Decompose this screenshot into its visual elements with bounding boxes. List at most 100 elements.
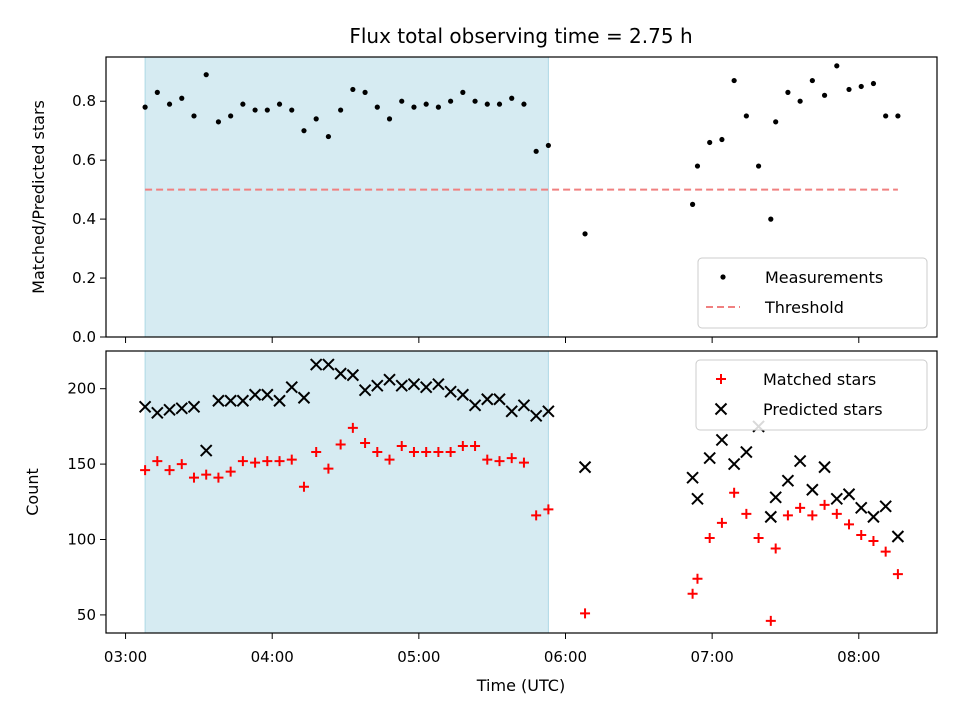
measurement-point	[707, 139, 713, 146]
matched-star-point	[152, 456, 163, 467]
predicted-star-point	[175, 402, 188, 415]
count-y-axis-label: Count	[23, 468, 42, 516]
matched-star-point	[543, 504, 554, 515]
predicted-star-point	[444, 385, 457, 398]
measurement-point	[731, 77, 737, 84]
measurement-point	[301, 128, 307, 134]
matched-star-point	[176, 459, 187, 470]
count-plot-area	[138, 358, 905, 626]
predicted-star-point	[383, 373, 396, 386]
y-tick-label: 0.6	[72, 151, 96, 169]
measurement-point	[179, 95, 185, 101]
measurement-point	[252, 107, 258, 113]
measurement-point	[509, 95, 515, 101]
measurement-point	[240, 101, 246, 107]
measurement-point	[203, 72, 209, 78]
predicted-star-point	[285, 380, 298, 394]
predicted-star-point	[727, 457, 741, 471]
measurement-point	[289, 107, 295, 113]
measurement-point	[276, 101, 283, 107]
predicted-star-point	[151, 406, 164, 420]
measurement-point	[484, 101, 490, 107]
measurement-point	[325, 133, 332, 140]
predicted-star-point	[187, 400, 201, 414]
predicted-star-point	[419, 380, 433, 394]
predicted-star-point	[468, 399, 482, 412]
measurement-point	[423, 101, 429, 107]
measurement-point	[533, 148, 539, 154]
measurement-point	[768, 216, 774, 222]
matched-star-point	[311, 447, 322, 458]
measurement-point	[870, 80, 877, 87]
ratio-observing-window	[144, 56, 549, 338]
matched-star-point	[164, 465, 175, 476]
matched-star-point	[741, 508, 752, 519]
ratio-y-axis: 0.0 0.2 0.4 0.6 0.8	[72, 92, 106, 346]
measurement-point	[448, 98, 454, 104]
matched-star-point	[880, 546, 891, 557]
predicted-star-point	[236, 394, 250, 407]
predicted-star-point	[456, 388, 470, 401]
measurement-point	[166, 101, 173, 107]
measurement-point	[472, 98, 478, 104]
matched-star-point	[372, 447, 383, 458]
legend-label: Measurements	[765, 268, 883, 287]
measurement-point	[694, 163, 701, 169]
legend-measurement-swatch	[720, 274, 726, 280]
predicted-star-point	[407, 377, 421, 391]
ratio-legend: Measurements Threshold	[697, 257, 928, 329]
matched-star-point	[580, 608, 591, 619]
legend-box	[697, 257, 928, 329]
measurement-point	[142, 104, 148, 110]
measurement-point	[545, 142, 551, 149]
predicted-star-point	[358, 384, 372, 397]
matched-star-point	[753, 532, 764, 543]
matched-star-point	[237, 456, 248, 467]
matched-star-point	[729, 487, 740, 498]
measurement-point	[228, 113, 234, 119]
matched-star-point	[250, 457, 261, 468]
predicted-star-point	[248, 388, 262, 401]
measurement-point	[883, 113, 889, 119]
ratio-axes-frame	[105, 56, 938, 338]
count-axes-frame	[105, 350, 938, 634]
count-y-axis: 50 100 150 200	[67, 380, 106, 624]
matched-star-point	[494, 456, 505, 467]
y-tick-label: 0.2	[72, 269, 96, 287]
y-tick-label: 0.4	[72, 210, 96, 228]
matched-star-point	[384, 454, 395, 465]
predicted-star-point	[691, 492, 704, 505]
ratio-subplot: 0.00.20.40.60.8 Matched/Predicted stars …	[29, 56, 938, 346]
ratio-y-axis-label: Matched/Predicted stars	[29, 100, 48, 294]
measurement-point	[521, 101, 527, 107]
predicted-star-point	[842, 488, 856, 501]
predicted-star-point	[200, 444, 213, 457]
measurement-point	[743, 113, 749, 119]
x-tick-label: 08:00	[837, 648, 880, 666]
matched-star-point	[225, 466, 236, 477]
matched-star-point	[506, 453, 517, 464]
y-tick-label: 150	[67, 455, 96, 473]
matched-star-point	[692, 573, 703, 584]
predicted-star-point	[273, 394, 286, 407]
predicted-star-point	[371, 379, 384, 392]
predicted-star-point	[578, 460, 592, 474]
ratio-x-ticks	[125, 337, 860, 343]
measurement-point	[846, 86, 852, 93]
predicted-star-point	[322, 358, 335, 371]
matched-star-point	[716, 517, 727, 528]
predicted-star-point	[529, 409, 543, 423]
matched-star-point	[844, 519, 855, 530]
matched-star-point	[433, 447, 444, 458]
measurement-point	[154, 89, 160, 95]
matched-star-point	[347, 422, 358, 433]
x-tick-label: 05:00	[397, 648, 440, 666]
matched-star-point	[687, 588, 698, 599]
predicted-star-point	[297, 391, 311, 404]
measurement-point	[895, 113, 901, 119]
matched-star-point	[704, 532, 715, 543]
predicted-star-point	[481, 393, 494, 406]
matched-star-point	[445, 447, 456, 458]
count-shaded-span	[144, 350, 549, 634]
x-axis-label: Time (UTC)	[476, 676, 565, 695]
